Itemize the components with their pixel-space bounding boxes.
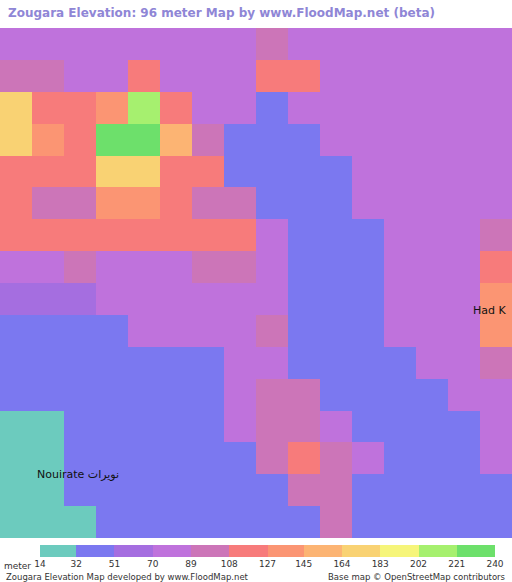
svg-text:Nouirate نويرات: Nouirate نويرات: [37, 468, 119, 481]
svg-text:14: 14: [34, 559, 46, 569]
svg-text:Zougara Elevation Map develope: Zougara Elevation Map developed by www.F…: [6, 572, 249, 582]
svg-text:127: 127: [259, 559, 276, 569]
svg-text:183: 183: [372, 559, 389, 569]
svg-text:51: 51: [109, 559, 120, 569]
svg-text:145: 145: [295, 559, 312, 569]
svg-text:221: 221: [448, 559, 465, 569]
svg-text:70: 70: [147, 559, 159, 569]
svg-text:108: 108: [221, 559, 238, 569]
svg-text:89: 89: [185, 559, 197, 569]
svg-text:meter: meter: [4, 561, 31, 571]
svg-text:202: 202: [410, 559, 427, 569]
svg-text:32: 32: [71, 559, 82, 569]
svg-text:Base map © OpenStreetMap contr: Base map © OpenStreetMap contributors: [328, 572, 506, 582]
svg-text:Had K: Had K: [473, 304, 506, 317]
svg-text:164: 164: [333, 559, 350, 569]
svg-text:Zougara Elevation: 96 meter Ma: Zougara Elevation: 96 meter Map by www.F…: [8, 6, 435, 20]
svg-text:240: 240: [486, 559, 503, 569]
